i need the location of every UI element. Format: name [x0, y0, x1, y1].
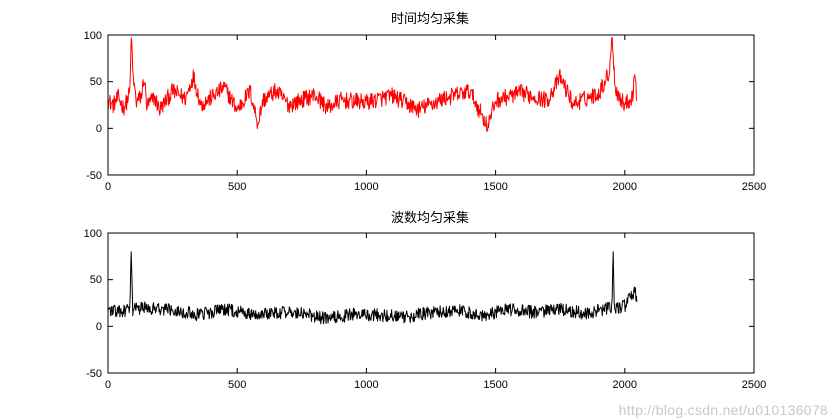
x-tick-label: 500 — [228, 379, 246, 391]
x-tick-label: 500 — [228, 181, 246, 193]
tick-marks — [107, 232, 755, 374]
x-tick-labels: 0 500 1000 1500 2000 2500 — [105, 181, 766, 193]
y-tick-label: 100 — [84, 30, 102, 42]
subplot-top: 时间均匀采集 0 500 1000 1500 2000 2500 -50 0 5… — [84, 11, 767, 193]
x-tick-label: 0 — [105, 181, 111, 193]
axes-frame — [107, 232, 755, 374]
x-tick-label: 1500 — [483, 379, 507, 391]
x-tick-labels: 0 500 1000 1500 2000 2500 — [105, 379, 766, 391]
x-tick-label: 2000 — [613, 181, 637, 193]
y-tick-label: 50 — [90, 274, 102, 286]
x-tick-label: 2500 — [742, 379, 766, 391]
y-tick-label: 100 — [84, 228, 102, 240]
y-tick-label: 0 — [96, 321, 102, 333]
x-tick-label: 2500 — [742, 181, 766, 193]
x-tick-label: 0 — [105, 379, 111, 391]
chart-title: 波数均匀采集 — [391, 210, 469, 226]
y-tick-labels: -50 0 50 100 — [84, 228, 102, 380]
x-tick-label: 2000 — [613, 379, 637, 391]
y-tick-labels: -50 0 50 100 — [84, 30, 102, 182]
series-line-black — [107, 251, 638, 325]
axes-frame — [107, 34, 755, 176]
subplot-bottom: 波数均匀采集 0 500 1000 1500 2000 2500 -50 0 5… — [84, 210, 767, 391]
chart-title: 时间均匀采集 — [391, 11, 469, 27]
y-tick-label: -50 — [86, 170, 102, 182]
tick-marks — [107, 34, 755, 176]
x-tick-label: 1000 — [354, 379, 378, 391]
series-line-red — [107, 37, 638, 133]
x-tick-label: 1000 — [354, 181, 378, 193]
y-tick-label: 50 — [90, 76, 102, 88]
y-tick-label: -50 — [86, 368, 102, 380]
x-tick-label: 1500 — [483, 181, 507, 193]
watermark-text: http://blog.csdn.net/u010136078 — [618, 402, 828, 418]
y-tick-label: 0 — [96, 123, 102, 135]
